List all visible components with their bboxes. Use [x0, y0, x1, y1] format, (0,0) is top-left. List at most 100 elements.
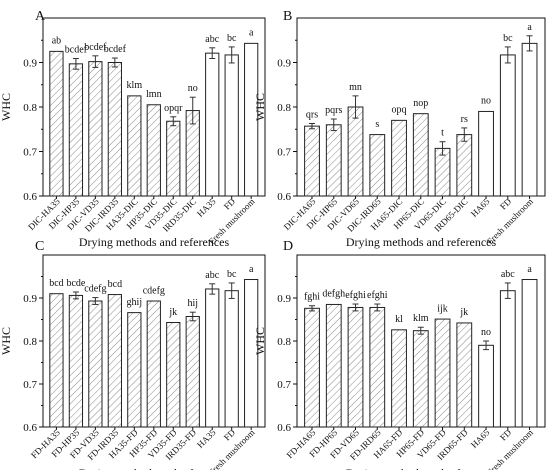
- significance-label: ijk: [437, 303, 448, 314]
- significance-label: jk: [168, 307, 177, 318]
- x-tick-label: HA35: [195, 196, 218, 219]
- x-axis-label: Drying methods and references: [79, 466, 230, 470]
- significance-label: kl: [395, 314, 403, 325]
- significance-label: abc: [501, 269, 515, 280]
- x-tick-label: HA35: [195, 427, 218, 450]
- significance-label: mn: [349, 82, 362, 93]
- y-axis-label: WHC: [0, 93, 13, 121]
- significance-label: a: [527, 22, 532, 33]
- y-axis-label: WHC: [253, 93, 267, 121]
- bar: [369, 134, 386, 197]
- y-axis-label: WHC: [0, 327, 13, 355]
- significance-label: a: [527, 264, 532, 275]
- chart-panel-c: C0.60.70.80.9WHCbcdFD-HA35bcdeFD-HP35cde…: [0, 239, 266, 470]
- significance-label: a: [249, 28, 254, 39]
- bar: [205, 288, 220, 428]
- x-tick-label: FD: [222, 196, 238, 212]
- bar: [347, 306, 364, 428]
- x-tick-label: HA65: [469, 427, 492, 450]
- y-tick-label: 0.7: [23, 147, 37, 159]
- bar: [185, 315, 200, 428]
- bar: [68, 63, 84, 197]
- y-tick-label: 0.8: [277, 336, 291, 348]
- bar: [478, 110, 494, 197]
- significance-label: abc: [205, 34, 219, 45]
- bar: [521, 42, 538, 197]
- x-axis-label: Drying methods and references: [346, 235, 497, 249]
- y-tick-label: 0.6: [277, 422, 291, 434]
- x-tick-label: FD: [222, 427, 238, 443]
- bar: [456, 134, 473, 197]
- significance-label: hij: [187, 298, 198, 309]
- significance-label: bc: [227, 269, 237, 280]
- bar: [478, 344, 494, 428]
- bar: [224, 54, 239, 197]
- significance-label: cdefg: [143, 285, 165, 296]
- y-tick-label: 0.9: [277, 58, 291, 70]
- significance-label: bcdef: [104, 44, 127, 55]
- significance-label: ghij: [127, 297, 143, 308]
- bar: [391, 119, 407, 197]
- y-tick-label: 0.6: [23, 191, 37, 203]
- chart-panel-d: D0.60.70.80.9WHCfghiFD-HA65defghFD-HP65e…: [253, 239, 546, 470]
- significance-label: bc: [227, 33, 237, 44]
- y-tick-label: 0.7: [277, 379, 291, 391]
- bar: [146, 300, 161, 428]
- bar: [107, 62, 122, 197]
- panel-label: A: [35, 9, 46, 24]
- bar: [127, 95, 142, 197]
- bar: [412, 330, 429, 428]
- y-tick-label: 0.9: [277, 293, 291, 305]
- bar: [391, 329, 407, 428]
- significance-label: efghi: [345, 290, 366, 301]
- bar: [434, 318, 451, 428]
- significance-label: klm: [413, 313, 429, 324]
- significance-label: opqr: [164, 103, 183, 114]
- bar: [68, 294, 84, 428]
- y-tick-label: 0.6: [277, 191, 291, 203]
- y-tick-label: 0.7: [23, 379, 37, 391]
- significance-label: jk: [459, 307, 468, 318]
- significance-label: abc: [205, 270, 219, 281]
- significance-label: bcd: [49, 278, 63, 289]
- bar: [347, 106, 364, 197]
- bar: [325, 124, 342, 197]
- x-tick-label: FD: [498, 196, 514, 212]
- x-tick-label: FD: [498, 427, 514, 443]
- bar: [456, 322, 473, 428]
- significance-label: no: [481, 96, 491, 107]
- bar: [205, 52, 220, 197]
- bar: [369, 306, 386, 428]
- bar: [304, 125, 320, 197]
- significance-label: nop: [413, 98, 428, 109]
- panel-label: D: [283, 239, 293, 254]
- bar: [166, 120, 181, 197]
- panel-label: C: [35, 239, 44, 254]
- significance-label: bcdef: [84, 42, 107, 53]
- x-axis-label: Drying methods and references: [346, 466, 497, 470]
- x-tick-label: HA65: [469, 196, 492, 219]
- significance-label: rs: [461, 114, 468, 125]
- bar: [49, 293, 64, 428]
- significance-label: bcd: [108, 279, 122, 290]
- y-axis-label: WHC: [253, 327, 267, 355]
- bar: [107, 294, 122, 428]
- significance-label: klm: [127, 80, 143, 91]
- significance-label: efghi: [367, 290, 388, 301]
- y-tick-label: 0.8: [277, 102, 291, 114]
- bar: [224, 290, 239, 428]
- significance-label: opq: [392, 105, 407, 116]
- panel-label: B: [283, 9, 292, 24]
- bar: [127, 312, 142, 428]
- y-tick-label: 0.8: [23, 102, 37, 114]
- bar: [88, 61, 103, 197]
- significance-label: no: [188, 83, 198, 94]
- significance-label: t: [441, 128, 444, 139]
- significance-label: cdefg: [84, 284, 106, 295]
- y-tick-label: 0.8: [23, 336, 37, 348]
- y-tick-label: 0.9: [23, 293, 37, 305]
- y-tick-label: 0.9: [23, 58, 37, 70]
- x-axis-label: Drying methods and references: [79, 235, 230, 249]
